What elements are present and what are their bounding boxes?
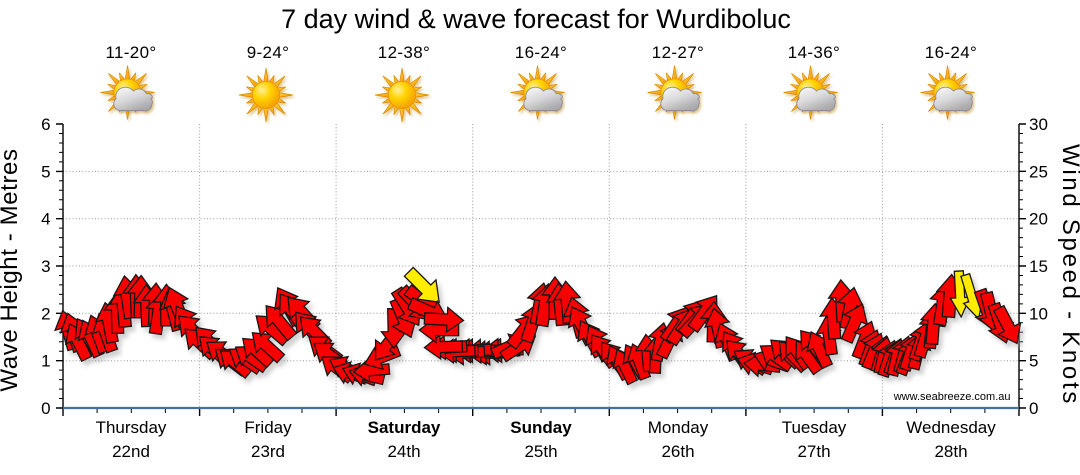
svg-text:12-27°: 12-27° [652,43,704,62]
svg-text:Friday: Friday [244,418,292,437]
svg-text:5: 5 [1029,352,1038,371]
svg-text:25: 25 [1029,162,1048,181]
svg-text:27th: 27th [797,442,830,461]
svg-text:23rd: 23rd [251,442,285,461]
svg-text:3: 3 [41,257,50,276]
svg-text:Wave Height - Metres: Wave Height - Metres [0,148,23,391]
svg-text:14-36°: 14-36° [788,43,840,62]
svg-text:0: 0 [41,399,50,418]
svg-text:30: 30 [1029,115,1048,134]
svg-text:Wednesday: Wednesday [906,418,996,437]
svg-text:9-24°: 9-24° [247,43,290,62]
svg-text:10: 10 [1029,304,1048,323]
svg-text:2: 2 [41,304,50,323]
svg-text:28th: 28th [934,442,967,461]
svg-text:Saturday: Saturday [368,418,441,437]
svg-text:16-24°: 16-24° [515,43,567,62]
svg-text:5: 5 [41,162,50,181]
svg-text:24th: 24th [387,442,420,461]
svg-text:12-38°: 12-38° [378,43,430,62]
svg-text:15: 15 [1029,257,1048,276]
svg-text:1: 1 [41,352,50,371]
svg-text:16-24°: 16-24° [925,43,977,62]
svg-text:Thursday: Thursday [96,418,167,437]
svg-text:7 day wind & wave forecast for: 7 day wind & wave forecast for Wurdibolu… [281,4,791,34]
svg-text:www.seabreeze.com.au: www.seabreeze.com.au [893,391,1011,403]
svg-text:20: 20 [1029,210,1048,229]
svg-text:Tuesday: Tuesday [782,418,847,437]
svg-text:0: 0 [1029,399,1038,418]
svg-text:Sunday: Sunday [510,418,572,437]
svg-text:11-20°: 11-20° [105,43,156,62]
svg-text:26th: 26th [661,442,694,461]
svg-text:Monday: Monday [648,418,709,437]
svg-text:Wind Speed - Knots: Wind Speed - Knots [1057,144,1080,406]
svg-text:25th: 25th [524,442,557,461]
svg-text:22nd: 22nd [112,442,150,461]
svg-text:4: 4 [41,210,50,229]
svg-text:6: 6 [41,115,50,134]
